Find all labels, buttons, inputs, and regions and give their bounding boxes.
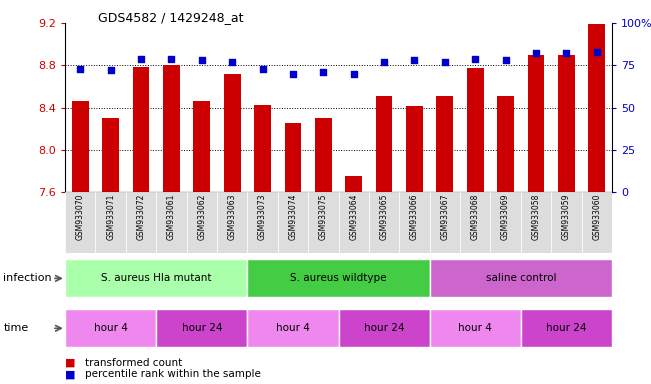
Bar — [521, 310, 612, 347]
Point — [105, 67, 116, 73]
Text: hour 4: hour 4 — [276, 323, 310, 333]
Bar — [376, 96, 393, 192]
Bar — [369, 192, 399, 253]
Text: hour 4: hour 4 — [94, 323, 128, 333]
Text: GSM933067: GSM933067 — [440, 194, 449, 240]
Bar — [163, 65, 180, 192]
Point — [531, 50, 541, 56]
Point — [501, 57, 511, 63]
Text: percentile rank within the sample: percentile rank within the sample — [85, 369, 260, 379]
Text: hour 24: hour 24 — [182, 323, 222, 333]
Point — [166, 55, 176, 61]
Bar — [436, 96, 453, 192]
Bar — [551, 192, 581, 253]
Bar — [247, 260, 430, 297]
Point — [257, 66, 268, 72]
Bar — [430, 260, 612, 297]
Bar — [217, 192, 247, 253]
Bar — [406, 106, 423, 192]
Bar — [521, 192, 551, 253]
Bar — [224, 74, 240, 192]
Bar — [467, 68, 484, 192]
Text: infection: infection — [3, 273, 52, 283]
Bar — [102, 118, 119, 192]
Bar — [193, 101, 210, 192]
Bar — [581, 192, 612, 253]
Bar — [345, 176, 362, 192]
Bar — [308, 192, 339, 253]
Text: ■: ■ — [65, 369, 76, 379]
Bar — [315, 118, 332, 192]
Text: GSM933070: GSM933070 — [76, 194, 85, 240]
Text: GSM933072: GSM933072 — [137, 194, 146, 240]
Bar — [284, 123, 301, 192]
Text: GSM933060: GSM933060 — [592, 194, 602, 240]
Bar — [558, 55, 575, 192]
Bar — [96, 192, 126, 253]
Text: GSM933059: GSM933059 — [562, 194, 571, 240]
Point — [561, 50, 572, 56]
Text: hour 24: hour 24 — [546, 323, 587, 333]
Text: S. aureus wildtype: S. aureus wildtype — [290, 273, 387, 283]
Text: GSM933063: GSM933063 — [228, 194, 237, 240]
Text: time: time — [3, 323, 29, 333]
Text: hour 24: hour 24 — [364, 323, 404, 333]
Point — [592, 49, 602, 55]
Bar — [460, 192, 490, 253]
Point — [75, 66, 85, 72]
Point — [409, 57, 420, 63]
Bar — [156, 192, 187, 253]
Bar — [72, 101, 89, 192]
Text: GSM933075: GSM933075 — [319, 194, 328, 240]
Bar — [527, 55, 544, 192]
Point — [227, 59, 238, 65]
Text: GSM933062: GSM933062 — [197, 194, 206, 240]
Bar — [430, 192, 460, 253]
Point — [348, 71, 359, 77]
Text: transformed count: transformed count — [85, 358, 182, 368]
Text: GSM933074: GSM933074 — [288, 194, 298, 240]
Point — [379, 59, 389, 65]
Bar — [497, 96, 514, 192]
Bar — [254, 105, 271, 192]
Point — [288, 71, 298, 77]
Bar — [399, 192, 430, 253]
Bar — [339, 310, 430, 347]
Bar — [65, 310, 156, 347]
Text: saline control: saline control — [486, 273, 556, 283]
Point — [318, 69, 329, 75]
Bar — [589, 24, 605, 192]
Text: S. aureus Hla mutant: S. aureus Hla mutant — [101, 273, 212, 283]
Text: GSM933073: GSM933073 — [258, 194, 267, 240]
Bar — [126, 192, 156, 253]
Text: GSM933065: GSM933065 — [380, 194, 389, 240]
Text: GSM933069: GSM933069 — [501, 194, 510, 240]
Text: GSM933058: GSM933058 — [531, 194, 540, 240]
Bar — [247, 310, 339, 347]
Text: GSM933066: GSM933066 — [410, 194, 419, 240]
Text: GSM933064: GSM933064 — [349, 194, 358, 240]
Bar — [156, 310, 247, 347]
Bar — [65, 192, 96, 253]
Bar — [65, 260, 247, 297]
Bar — [187, 192, 217, 253]
Point — [197, 57, 207, 63]
Bar — [278, 192, 308, 253]
Text: GDS4582 / 1429248_at: GDS4582 / 1429248_at — [98, 12, 243, 25]
Bar — [247, 192, 278, 253]
Bar — [430, 310, 521, 347]
Point — [136, 55, 146, 61]
Bar — [490, 192, 521, 253]
Point — [439, 59, 450, 65]
Text: GSM933068: GSM933068 — [471, 194, 480, 240]
Point — [470, 55, 480, 61]
Text: ■: ■ — [65, 358, 76, 368]
Text: GSM933071: GSM933071 — [106, 194, 115, 240]
Bar — [339, 192, 369, 253]
Bar — [133, 68, 150, 192]
Text: hour 4: hour 4 — [458, 323, 492, 333]
Text: GSM933061: GSM933061 — [167, 194, 176, 240]
